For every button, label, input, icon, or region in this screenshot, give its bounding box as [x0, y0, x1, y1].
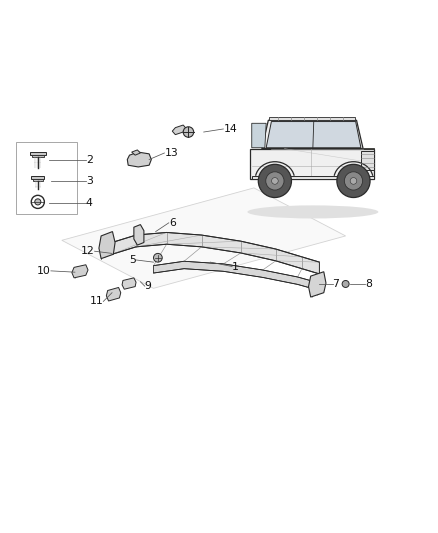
Text: 11: 11 — [89, 296, 103, 306]
Circle shape — [153, 253, 162, 262]
Polygon shape — [172, 125, 186, 135]
Circle shape — [350, 177, 357, 184]
Ellipse shape — [247, 205, 378, 219]
Text: 2: 2 — [86, 155, 93, 165]
Polygon shape — [252, 176, 374, 179]
Polygon shape — [99, 231, 115, 259]
Polygon shape — [106, 287, 121, 301]
Circle shape — [342, 280, 349, 287]
Text: 12: 12 — [81, 246, 95, 256]
Text: 8: 8 — [365, 279, 372, 289]
Polygon shape — [250, 149, 374, 179]
Circle shape — [337, 164, 370, 198]
Polygon shape — [308, 272, 326, 297]
Circle shape — [35, 199, 41, 205]
Text: 3: 3 — [86, 176, 93, 187]
Circle shape — [258, 164, 291, 198]
Polygon shape — [32, 155, 44, 157]
Polygon shape — [252, 123, 266, 148]
Polygon shape — [122, 278, 136, 289]
Polygon shape — [127, 152, 151, 167]
Polygon shape — [134, 224, 144, 245]
Polygon shape — [153, 261, 319, 290]
Polygon shape — [266, 122, 361, 148]
Polygon shape — [132, 150, 141, 155]
Circle shape — [344, 172, 363, 190]
Text: 5: 5 — [129, 255, 136, 265]
Polygon shape — [30, 152, 46, 155]
Text: 1: 1 — [232, 262, 239, 271]
Text: 6: 6 — [169, 218, 176, 228]
Polygon shape — [269, 117, 355, 120]
Polygon shape — [112, 232, 319, 274]
Text: 7: 7 — [332, 279, 339, 289]
Polygon shape — [262, 120, 363, 149]
Polygon shape — [361, 148, 374, 149]
Polygon shape — [72, 265, 88, 278]
Polygon shape — [361, 151, 374, 171]
Text: 14: 14 — [223, 124, 237, 134]
Circle shape — [272, 177, 278, 184]
Circle shape — [266, 172, 284, 190]
Text: 4: 4 — [86, 198, 93, 208]
Polygon shape — [31, 176, 44, 179]
Polygon shape — [33, 179, 42, 181]
Text: 9: 9 — [145, 281, 152, 291]
Circle shape — [183, 127, 194, 138]
Text: 13: 13 — [164, 148, 178, 158]
Polygon shape — [62, 188, 346, 288]
Text: 10: 10 — [37, 266, 51, 276]
